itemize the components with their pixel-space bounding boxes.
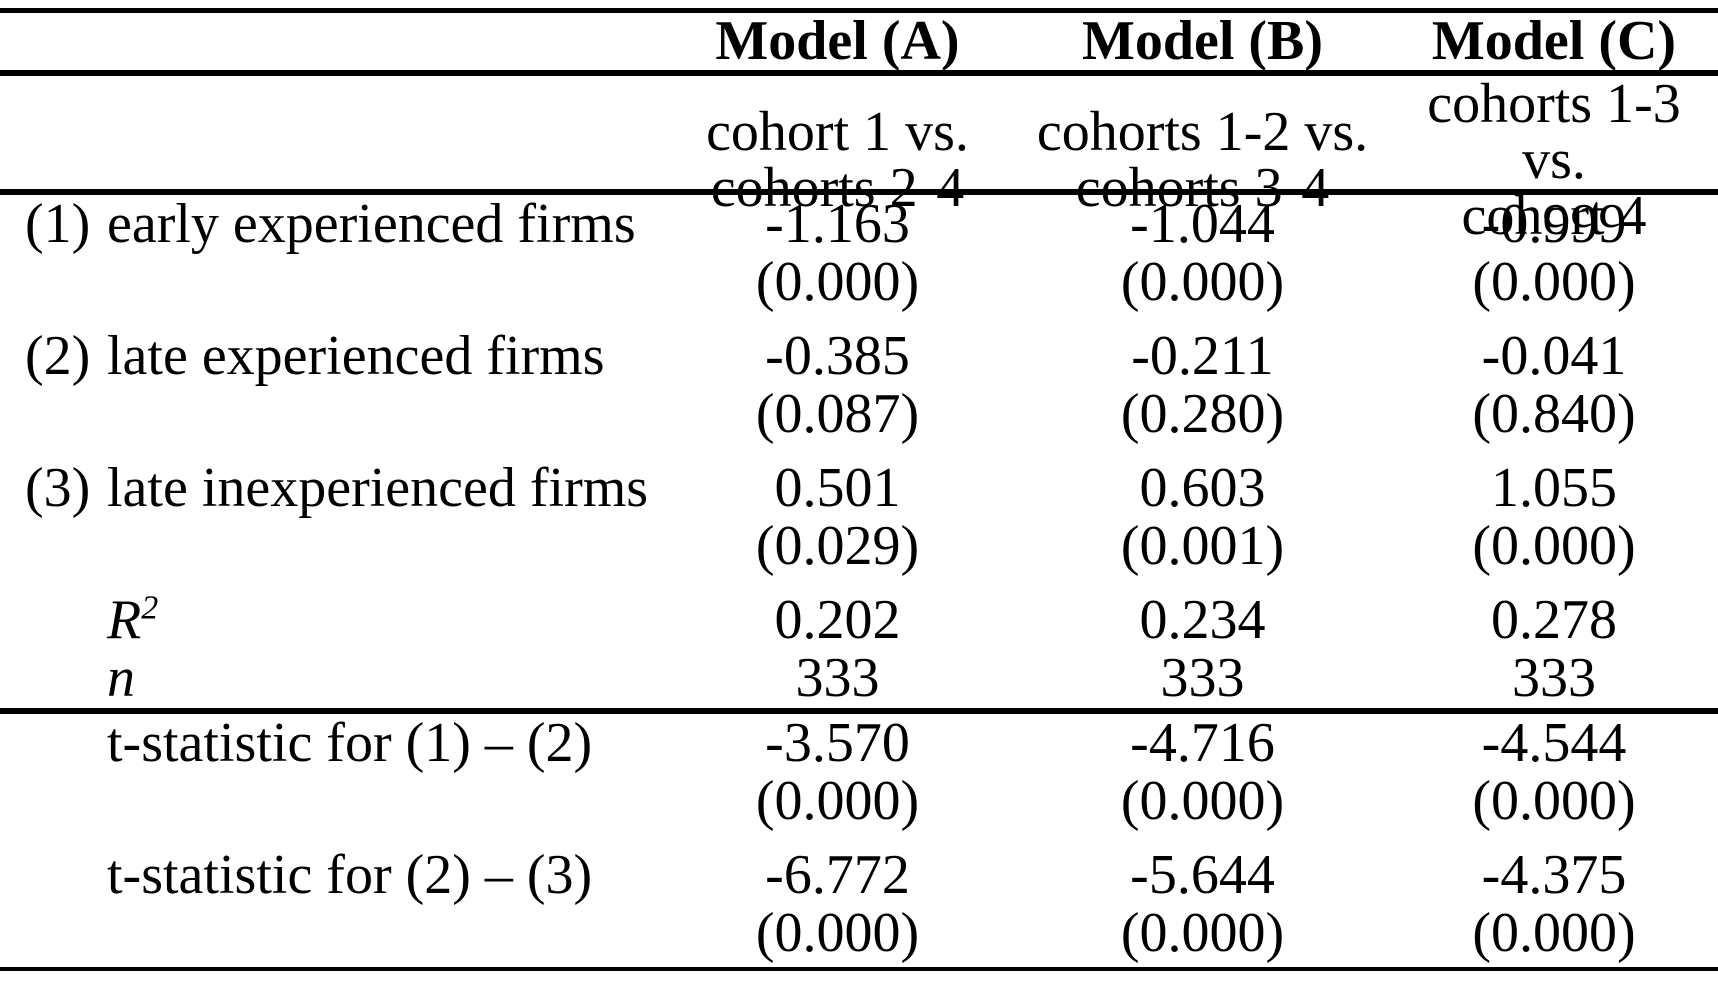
comparison-line: cohorts 3-4	[1075, 157, 1330, 219]
comparison-line: cohorts 2-4	[710, 157, 965, 219]
r-symbol: R	[107, 589, 142, 651]
spacer-cell	[0, 649, 107, 707]
model-b-cell: 0.603 (0.001)	[1015, 459, 1390, 575]
tstat-pvalue: (0.000)	[755, 902, 920, 964]
model-b-cell: -0.211 (0.280)	[1015, 327, 1390, 443]
r-squared-exponent: 2	[141, 589, 159, 627]
header-rule	[0, 70, 1718, 76]
model-a-cell: -0.385 (0.087)	[660, 327, 1015, 443]
row-label: late experienced firms	[107, 325, 605, 387]
coefficient-value: 1.055	[1491, 457, 1617, 519]
spacer-cell	[0, 846, 107, 962]
table-row-late-inexperienced: (3) late inexperienced firms 0.501 (0.02…	[0, 459, 1718, 575]
tstat-value: -4.716	[1130, 712, 1275, 774]
model-c-cell: -0.041 (0.840)	[1390, 327, 1718, 443]
comparison-subheader-row: cohort 1 vs. cohorts 2-4 cohorts 1-2 vs.…	[0, 76, 1718, 244]
comparison-model-c: cohorts 1-3 vs. cohort 4	[1390, 76, 1718, 244]
t-statistics-section: t-statistic for (1) – (2) -3.570 (0.000)…	[0, 714, 1718, 967]
model-c-header: Model (C)	[1431, 10, 1677, 72]
model-a-cell: -6.772 (0.000)	[660, 846, 1015, 962]
p-value: (0.000)	[755, 251, 920, 313]
bottom-rule	[0, 967, 1718, 971]
r-squared-row: R2 0.202 0.234 0.278	[0, 591, 1718, 649]
tstat-value: -4.375	[1481, 844, 1627, 906]
subheader-rule	[0, 189, 1718, 195]
model-a-header: Model (A)	[715, 10, 960, 72]
tstat-value: -5.644	[1130, 844, 1275, 906]
row-number: (2)	[25, 325, 91, 387]
p-value: (0.001)	[1120, 515, 1285, 577]
comparison-line: cohort 1 vs.	[706, 101, 969, 163]
n-value: 333	[1160, 647, 1245, 709]
row-number: (1)	[25, 193, 91, 255]
tstat-label: t-statistic for (2) – (3)	[107, 844, 593, 906]
p-value: (0.000)	[1120, 251, 1285, 313]
n-value: 333	[1512, 647, 1596, 709]
model-b-cell: -1.044 (0.000)	[1015, 195, 1390, 311]
p-value: (0.000)	[1472, 251, 1636, 313]
model-a-cell: 0.501 (0.029)	[660, 459, 1015, 575]
model-c-cell: 1.055 (0.000)	[1390, 459, 1718, 575]
table-row-early-experienced: (1) early experienced firms -1.163 (0.00…	[0, 195, 1718, 311]
tstat-value: -3.570	[765, 712, 910, 774]
model-c-cell: -0.999 (0.000)	[1390, 195, 1718, 311]
n-value: 333	[795, 647, 880, 709]
n-label: n	[107, 647, 135, 709]
r-squared-label: R2	[107, 591, 660, 649]
coefficient-value: -1.163	[765, 193, 910, 255]
tstat-pvalue: (0.000)	[1120, 770, 1285, 832]
tstat-row-2-3: t-statistic for (2) – (3) -6.772 (0.000)…	[0, 846, 1718, 962]
model-c-cell: -4.375 (0.000)	[1390, 846, 1718, 962]
tstat-label: t-statistic for (1) – (2)	[107, 712, 593, 774]
comparison-line: cohorts 1-2 vs.	[1036, 101, 1369, 163]
tstat-pvalue: (0.000)	[1472, 770, 1636, 832]
comparison-line: cohorts 1-3 vs.	[1427, 73, 1681, 191]
model-c-cell: -4.544 (0.000)	[1390, 714, 1718, 830]
tstat-pvalue: (0.000)	[1120, 902, 1285, 964]
model-b-header: Model (B)	[1081, 10, 1324, 72]
p-value: (0.280)	[1120, 383, 1285, 445]
tstat-pvalue: (0.000)	[755, 770, 920, 832]
coefficient-value: -0.999	[1481, 193, 1627, 255]
model-b-cell: -5.644 (0.000)	[1015, 846, 1390, 962]
tstat-pvalue: (0.000)	[1472, 902, 1636, 964]
model-b-cell: -4.716 (0.000)	[1015, 714, 1390, 830]
coefficient-value: -0.211	[1131, 325, 1274, 387]
tstat-value: -6.772	[765, 844, 910, 906]
coefficients-section: (1) early experienced firms -1.163 (0.00…	[0, 195, 1718, 708]
coefficient-value: -1.044	[1130, 193, 1275, 255]
spacer-cell	[0, 714, 107, 830]
p-value: (0.000)	[1472, 515, 1636, 577]
p-value: (0.840)	[1472, 383, 1636, 445]
model-a-cell: -1.163 (0.000)	[660, 195, 1015, 311]
top-rule	[0, 8, 1718, 13]
spacer-cell	[0, 591, 107, 649]
coefficient-value: -0.041	[1481, 325, 1627, 387]
row-label: early experienced firms	[107, 193, 636, 255]
tstat-row-1-2: t-statistic for (1) – (2) -3.570 (0.000)…	[0, 714, 1718, 830]
model-a-cell: -3.570 (0.000)	[660, 714, 1015, 830]
comparison-model-a: cohort 1 vs. cohorts 2-4	[660, 104, 1015, 216]
r-squared-value: 0.202	[774, 589, 901, 651]
row-number: (3)	[25, 457, 91, 519]
coefficient-value: -0.385	[765, 325, 910, 387]
model-header-row: Model (A) Model (B) Model (C)	[0, 13, 1718, 70]
coefficient-value: 0.501	[774, 457, 901, 519]
comparison-model-b: cohorts 1-2 vs. cohorts 3-4	[1015, 104, 1390, 216]
row-label: late inexperienced firms	[107, 457, 649, 519]
p-value: (0.087)	[755, 383, 920, 445]
comparison-line: cohort 4	[1461, 185, 1647, 247]
tstat-value: -4.544	[1481, 712, 1627, 774]
table-row-late-experienced: (2) late experienced firms -0.385 (0.087…	[0, 327, 1718, 443]
coefficient-value: 0.603	[1139, 457, 1266, 519]
stats-rule	[0, 708, 1718, 714]
r-squared-value: 0.278	[1491, 589, 1617, 651]
p-value: (0.029)	[755, 515, 920, 577]
r-squared-value: 0.234	[1139, 589, 1266, 651]
sample-size-row: n 333 333 333	[0, 649, 1718, 707]
